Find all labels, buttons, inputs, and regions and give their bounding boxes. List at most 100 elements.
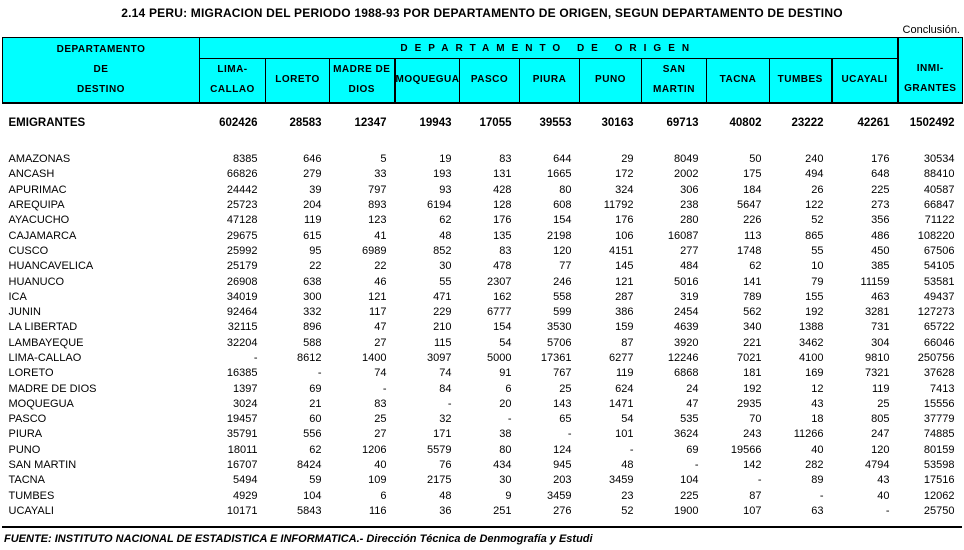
table-cell: 332 [303,306,322,319]
table-cell: 120 [553,244,572,257]
table-cell: 4100 [799,352,824,364]
table-cell: 624 [615,382,634,395]
table-cell: 203 [553,474,572,487]
table-cell: 644 [553,153,572,166]
table-cell: 767 [553,367,572,380]
table-cell: 92464 [226,306,258,319]
table-cell: - [757,474,762,487]
table-cell: 62 [749,260,762,273]
table-row: TUMBES 4929 104 6 48 9 3459 23 225 87 - 40 12062 [3,488,963,503]
table-cell: 3624 [674,428,699,441]
table-cell: 84 [439,382,452,395]
spacer-above-totals-cell [3,103,963,115]
table-cell: 42261 [857,117,890,129]
row-label: LAMBAYEQUE [8,336,84,349]
table-cell: 66046 [923,336,955,349]
table-cell: 26908 [226,275,258,288]
table-cell: - [885,504,890,517]
row-label: AMAZONAS [8,153,71,166]
table-cell: 588 [303,336,322,349]
table-cell: 53598 [923,459,955,472]
table-cell: 40 [374,459,387,472]
table-cell: 277 [680,244,699,257]
table-row: PASCO 19457 60 25 32 - 65 54 535 70 18 805 37779 [3,412,963,427]
table-cell: 119 [871,382,890,395]
table-cell: 789 [743,290,762,303]
table-cell: 2002 [674,168,699,181]
table-cell: 5 [380,153,387,166]
table-cell: 250756 [917,352,955,364]
table-cell: 121 [368,290,387,303]
table-cell: 1471 [609,397,634,410]
table-cell: 478 [493,260,512,273]
column-header-puno: PUNO [579,58,642,104]
table-cell: 2935 [737,397,762,410]
table-cell: 60 [309,413,322,426]
table-cell: 1502492 [909,117,955,129]
column-header-madre-de-dios: MADRE DE DIOS [329,58,395,104]
table-cell: 19 [439,153,452,166]
table-cell: 25992 [226,244,258,257]
table-cell: 3097 [427,352,452,364]
row-label: PIURA [8,428,43,441]
table-cell: 1665 [547,168,572,181]
totals-row: EMIGRANTES 602426 28583 12347 19943 17055 3955… [3,115,963,132]
table-cell: 40 [811,443,824,456]
table-cell: 2175 [427,474,452,487]
column-header-ucayali: UCAYALI [830,58,899,104]
table-cell: 176 [493,214,512,227]
table-cell: 287 [615,290,634,303]
table-cell: 17055 [479,117,512,129]
table-cell: 80 [499,443,512,456]
table-cell: 6194 [427,199,452,212]
inmigrantes-header-line-1: INMI- [916,62,944,74]
table-cell: 154 [553,214,572,227]
column-header-moquegua-line-1: MOQUEGUA [395,74,460,86]
column-header-san-martin-line-2: MARTIN [653,84,695,96]
table-cell: 8385 [233,153,258,166]
table-cell: 225 [680,489,699,502]
table-row: SAN MARTIN 16707 8424 40 76 434 945 48 - 142 282 47… [3,457,963,472]
table-cell: 324 [615,183,634,196]
table-cell: 79 [811,275,824,288]
table-cell: 556 [303,428,322,441]
table-cell: 119 [303,214,322,227]
table-cell: 648 [871,168,890,181]
table-cell: - [819,489,824,502]
table-cell: 602426 [219,117,258,129]
table-cell: 145 [615,260,634,273]
table-cell: 276 [553,504,572,517]
row-label: HUANCAVELICA [8,260,94,273]
destination-header-line-3: DESTINO [77,83,125,95]
inmigrantes-header-cell: INMI- GRANTES [896,37,964,104]
table-cell: 7321 [865,367,890,380]
table-cell: 340 [743,321,762,334]
table-cell: 22 [309,260,322,273]
table-cell: 2454 [674,306,699,319]
row-label: AYACUCHO [8,214,70,227]
table-cell: 2198 [547,229,572,242]
table-cell: 83 [499,244,512,257]
table-cell: 49437 [923,290,955,303]
row-label: ICA [8,290,27,303]
column-header-piura-line-1: PIURA [532,74,567,86]
table-cell: 30 [439,260,452,273]
table-row: CUSCO 25992 95 6989 852 83 120 4151 277 1748 55 450… [3,243,963,258]
table-cell: 172 [615,168,634,181]
table-cell: 33 [374,168,387,181]
table-cell: 19943 [419,117,452,129]
table-cell: 1206 [362,443,387,456]
table-row: MOQUEGUA 3024 21 83 - 20 143 1471 47 2935 43 25 1555… [3,396,963,411]
row-label: LORETO [8,367,54,380]
table-cell: 24 [686,382,699,395]
row-label: PUNO [8,443,41,456]
table-cell: 108220 [917,229,955,242]
table-cell: 27 [374,336,387,349]
row-label: EMIGRANTES [8,117,86,129]
table-cell: 104 [680,474,699,487]
table-cell: 162 [493,290,512,303]
table-cell: 121 [615,275,634,288]
table-cell: 6277 [609,352,634,364]
table-cell: 83 [374,397,387,410]
table-cell: 28583 [289,117,322,129]
